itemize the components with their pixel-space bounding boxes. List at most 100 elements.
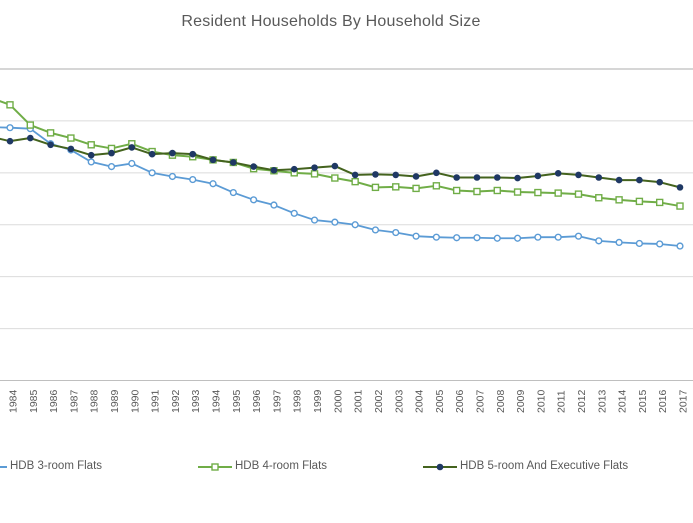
series-marker-hdb-4-room [655,198,664,207]
series-marker-hdb-5-room-exec [108,149,115,157]
series-marker-hdb-4-room [26,121,35,129]
series-marker-hdb-4-room [310,170,319,178]
series-marker-hdb-3-room [107,163,116,171]
series-marker-hdb-3-room [310,216,319,224]
series-marker-hdb-5-room-exec [554,170,562,177]
series-marker-hdb-5-room-exec [372,171,379,178]
series-marker-hdb-5-room-exec [148,150,156,158]
x-tick-label: 2016 [657,389,669,413]
legend-item-hdb-5-room-exec: HDB 5-room And Executive Flats [423,457,628,475]
x-tick-label: 1991 [150,389,162,413]
series-marker-hdb-5-room-exec [250,163,257,170]
series-marker-hdb-5-room-exec [595,174,603,181]
series-marker-hdb-3-room [513,234,522,242]
series-marker-hdb-5-room-exec [615,176,623,184]
x-tick-label: 2007 [474,389,486,413]
series-line-hdb-3-room [0,126,681,247]
series-marker-hdb-3-room [189,175,197,184]
series-marker-hdb-3-room [209,180,217,188]
x-tick-label: 1992 [170,389,182,413]
series-marker-hdb-5-room-exec [6,137,14,145]
series-marker-hdb-3-room [87,158,95,166]
legend-marker-5-room-icon [423,460,457,472]
series-marker-hdb-3-room [6,124,14,132]
series-marker-hdb-4-room [392,183,400,191]
x-tick-label: 1996 [251,389,263,413]
series-marker-hdb-5-room-exec [392,171,400,179]
x-tick-label: 2012 [576,389,588,413]
x-tick-label: 1985 [28,389,40,413]
legend-marker-4-room-icon [198,460,232,472]
series-marker-hdb-4-room [371,183,380,192]
x-tick-label: 2013 [596,389,608,413]
series-marker-hdb-4-room [635,197,644,206]
plot-area: 1984 1985 1986 1987 1988 1989 1990 1991 1992 1993… [0,68,693,413]
x-tick-label: 2011 [556,390,568,413]
series-marker-hdb-4-room [351,177,359,186]
x-tick-label: 2014 [617,389,629,413]
x-tick-label: 1990 [129,389,141,413]
series-marker-hdb-5-room-exec [412,173,420,180]
series-marker-hdb-5-room-exec [290,165,298,173]
series-marker-hdb-5-room-exec [534,172,542,180]
x-tick-label: 1994 [211,389,223,413]
series-marker-hdb-3-room [554,233,562,241]
series-marker-hdb-3-room [453,234,461,242]
series-marker-hdb-3-room [615,238,623,247]
series-marker-hdb-3-room [351,221,359,229]
series-marker-hdb-3-room [534,233,542,241]
series-marker-hdb-4-room [331,174,339,182]
series-marker-hdb-5-room-exec [270,166,278,174]
series-marker-hdb-5-room-exec [230,159,237,166]
series-marker-hdb-4-room [676,202,684,210]
x-tick-label: 1995 [231,389,243,413]
series-marker-hdb-4-room [6,101,14,109]
series-marker-hdb-3-room [656,240,664,248]
series-marker-hdb-3-room [412,232,420,240]
series-marker-hdb-3-room [574,232,583,240]
series-marker-hdb-5-room-exec [493,174,501,181]
legend-marker-3-room-icon [0,460,7,472]
series-marker-hdb-5-room-exec [311,164,318,171]
series-marker-hdb-5-room-exec [575,171,582,179]
series-marker-hdb-5-room-exec [433,169,440,177]
chart-legend: HDB 3-room Flats HDB 4-room Flats HDB 5-… [0,457,693,475]
series-marker-hdb-4-room [574,190,583,198]
series-marker-hdb-5-room-exec [87,151,95,159]
series-marker-hdb-5-room-exec [128,144,136,151]
series-marker-hdb-5-room-exec [209,156,217,164]
series-marker-hdb-5-room-exec [656,178,663,186]
series-marker-hdb-5-room-exec [351,171,359,179]
series-marker-hdb-3-room [331,218,339,226]
series-marker-hdb-5-room-exec [47,141,54,149]
series-marker-hdb-4-room [67,134,75,142]
legend-label-5-room: HDB 5-room And Executive Flats [460,460,629,472]
series-marker-hdb-3-room [229,188,237,197]
series-marker-hdb-3-room [432,233,440,241]
series-marker-hdb-4-room [513,188,522,196]
series-marker-hdb-5-room-exec [169,149,176,157]
series-marker-hdb-4-room [46,129,55,137]
series-marker-hdb-4-room [554,189,562,197]
series-marker-hdb-3-room [635,239,643,248]
series-marker-hdb-3-room [676,242,684,250]
x-tick-label: 2004 [414,389,426,413]
x-tick-label: 1989 [109,389,121,413]
series-marker-hdb-4-room [87,141,95,149]
x-tick-label: 1988 [89,389,101,413]
series-marker-hdb-3-room [595,237,603,245]
x-tick-label: 2001 [353,389,365,413]
series-marker-hdb-4-room [493,186,501,195]
x-tick-label: 2015 [637,389,649,413]
x-tick-label: 1999 [312,389,324,413]
x-tick-label: 1997 [271,389,283,413]
series-marker-hdb-3-room [392,228,400,237]
x-tick-label: 1987 [68,389,80,413]
x-tick-label: 2010 [535,389,547,413]
x-tick-label: 2017 [678,389,690,413]
series-marker-hdb-5-room-exec [676,184,684,191]
x-tick-label: 2005 [434,389,446,413]
series-marker-hdb-3-room [473,234,481,242]
series-marker-hdb-4-room [595,194,603,202]
